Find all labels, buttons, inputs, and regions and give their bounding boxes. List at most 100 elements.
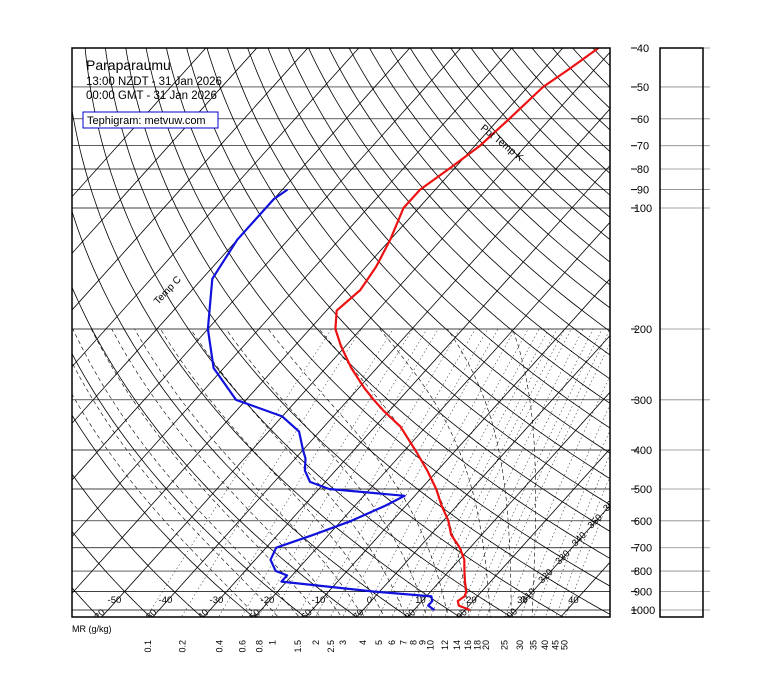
isotherm-label: -20 (261, 595, 275, 606)
mr-tick-label: 3 (338, 640, 348, 645)
dry-adiabat (490, 48, 610, 174)
isotherm (72, 48, 258, 254)
mr-tick-label: 2.5 (326, 640, 336, 653)
mixing-ratio-line (330, 328, 489, 617)
isentrope-label: 370 (616, 478, 635, 497)
isentrope-label: 260 (296, 607, 315, 626)
pressure-tick-label: 200 (634, 324, 652, 336)
isotherm (407, 391, 610, 617)
pressure-tick-label: 1000 (631, 605, 655, 617)
moist-adiabat (91, 328, 321, 617)
pressure-tick-label: 900 (634, 587, 652, 599)
isotherm-label: 10 (415, 595, 426, 606)
pressure-tick-label: 400 (634, 445, 652, 457)
mixing-ratio-line (296, 328, 460, 617)
isotherm (72, 48, 309, 311)
dry-adiabat (627, 0, 760, 627)
plot-frame (71, 47, 611, 618)
isotherm-label: -70 (6, 595, 20, 606)
moist-adiabat (111, 328, 342, 617)
isotherm-label: -10 (312, 595, 326, 606)
mixing-ratio-line (444, 328, 584, 617)
isentrope-label: 460 (736, 345, 755, 364)
dry-adiabat (0, 0, 56, 627)
mr-tick-label: 5 (374, 640, 384, 645)
moist-adiabat (318, 328, 470, 617)
source-link[interactable]: Tephigram: metvuw.com (87, 115, 206, 127)
mixing-ratio-line (241, 328, 413, 617)
dry-adiabat (125, 48, 610, 615)
pressure-tick-label: 600 (634, 516, 652, 528)
isentrope-label: 400 (659, 431, 678, 450)
pressure-tick-label: 80 (637, 164, 649, 176)
isentrope-label: 380 (631, 462, 650, 481)
mr-tick-label: 30 (515, 640, 525, 650)
local-time: 13:00 NZDT - 31 Jan 2026 (86, 76, 222, 88)
isentrope-label: 450 (724, 359, 743, 378)
isentrope-label: 220 (89, 607, 108, 626)
mixing-ratio-line (362, 328, 516, 617)
isentrope-label: 420 (686, 401, 705, 420)
moist-adiabat (267, 328, 449, 617)
dry-adiabat (589, 0, 760, 627)
dry-adiabat (287, 48, 610, 404)
isotherm (72, 48, 462, 481)
mixing-ratio-line (430, 328, 572, 617)
isotherm (254, 221, 610, 617)
pressure-tick-label: 60 (637, 114, 649, 126)
mixing-ratio-line (403, 328, 549, 617)
moist-adiabat (72, 361, 279, 617)
dry-adiabat (328, 48, 610, 356)
isotherm-label: -30 (210, 595, 224, 606)
dry-adiabat (450, 48, 610, 218)
mr-tick-label: 35 (528, 640, 538, 650)
moist-adiabat (225, 328, 428, 617)
pressure-tick-label: 50 (637, 82, 649, 94)
isotherm (509, 504, 610, 617)
dry-adiabat (551, 48, 610, 110)
dry-adiabat (72, 414, 255, 617)
gmt-time: 00:00 GMT - 31 Jan 2026 (86, 90, 217, 102)
moist-adiabat (160, 328, 385, 617)
mr-tick-label: 0.6 (237, 640, 247, 653)
mr-tick-label: 16 (463, 640, 473, 650)
isentrope-label: 300 (501, 606, 520, 625)
isentrope-label: 470 (748, 332, 760, 351)
wind-panel (659, 47, 704, 618)
dry-adiabat (72, 108, 461, 617)
dry-adiabat (531, 48, 610, 131)
mr-tick-label: 0.1 (143, 640, 153, 653)
source-box (82, 111, 219, 129)
dry-adiabat (247, 48, 610, 454)
isotherm (72, 48, 513, 538)
isotherm (603, 0, 760, 627)
mixing-ratio-line (391, 328, 540, 617)
dry-adiabat (389, 48, 610, 286)
dry-adiabat (206, 48, 610, 506)
isentrope-label: 290 (451, 607, 470, 626)
dry-adiabat (267, 48, 610, 429)
mr-tick-label: 25 (500, 640, 510, 650)
mr-tick-label: 0.4 (215, 640, 225, 653)
mixing-ratio-line (456, 328, 594, 617)
isotherm-label: 30 (517, 595, 528, 606)
pressure-tick-label: 70 (637, 141, 649, 153)
dry-adiabat (84, 48, 513, 617)
mr-tick-label: 0.8 (254, 640, 264, 653)
isentrope-label: 410 (673, 416, 692, 435)
dry-adiabat (186, 48, 610, 532)
isentrope-label: 280 (399, 607, 418, 626)
pressure-axis: 40 50 60 70 80 90 100 200 300 400 500 600 700 800 900 1… (631, 43, 710, 617)
isotherm (305, 278, 610, 617)
mr-tick-label: 6 (387, 640, 397, 645)
moist-adiabat (72, 328, 300, 617)
isentrope-label: 240 (192, 607, 211, 626)
mr-tick-label: 14 (452, 640, 462, 650)
isentrope-label: 270 (347, 607, 366, 626)
mixing-ratio-line (315, 328, 476, 617)
dry-adiabat (409, 48, 610, 263)
mr-tick-label: 2 (311, 640, 321, 645)
isentrope-label: 250 (244, 607, 263, 626)
mixing-ratio-line (218, 328, 394, 617)
